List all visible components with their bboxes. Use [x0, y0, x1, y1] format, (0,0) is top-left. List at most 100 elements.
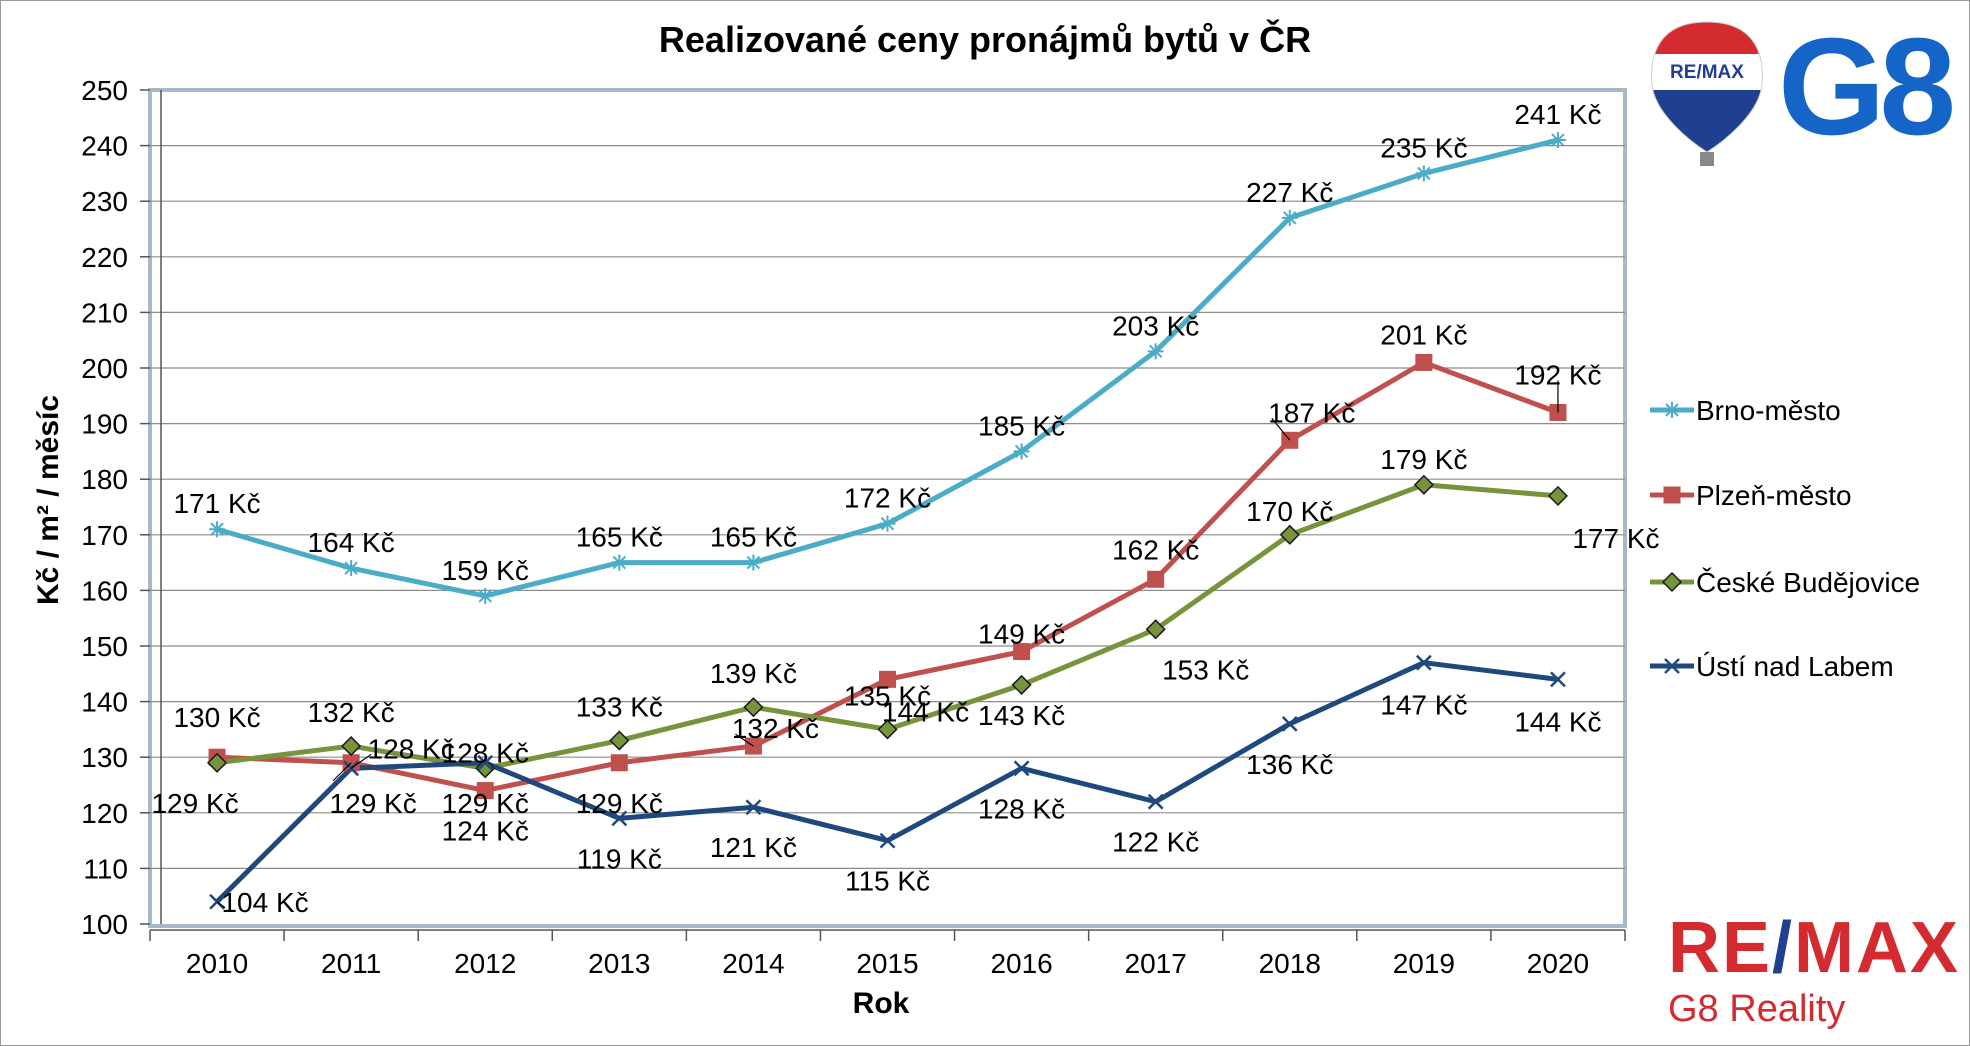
x-tick-label: 2020 [1527, 948, 1589, 979]
data-label: 129 Kč [330, 788, 417, 819]
leader-line [1271, 417, 1291, 441]
diamond-marker [1661, 571, 1683, 593]
data-label: 121 Kč [710, 832, 797, 863]
data-label: 115 Kč [845, 866, 930, 897]
y-tick-label: 130 [81, 742, 128, 773]
diamond-marker [877, 719, 898, 740]
diamond-marker [1279, 524, 1300, 545]
data-label: 203 Kč [1112, 310, 1199, 341]
data-labels: 171 Kč 164 Kč 159 Kč 165 Kč 165 Kč 172 Kč 185 … [151, 99, 1659, 918]
diamond-marker [1413, 474, 1434, 495]
balloon-logo-text: RE/MAX [1670, 62, 1744, 83]
plot-area-border [148, 88, 1627, 928]
y-tick-label: 240 [81, 131, 128, 162]
diamond-marker [475, 758, 496, 779]
asterisk-marker [1664, 402, 1680, 418]
data-label: 144 Kč [1514, 706, 1601, 737]
x-marker [477, 754, 494, 771]
data-label: 147 Kč [1380, 690, 1467, 721]
diamond-marker [1145, 619, 1166, 640]
x-tick-label: 2019 [1393, 948, 1455, 979]
remax-wordmark-max: MAX [1794, 908, 1961, 988]
data-label: 136 Kč [1246, 749, 1333, 780]
data-label: 192 Kč [1514, 359, 1601, 390]
square-marker [1415, 353, 1433, 371]
y-tick-label: 210 [81, 297, 128, 328]
y-axis-title: Kč / m² / měsíc [32, 395, 65, 605]
data-label: 153 Kč [1162, 654, 1249, 685]
data-label: 235 Kč [1380, 132, 1467, 163]
diamond-marker [1011, 674, 1032, 695]
asterisk-marker [343, 560, 360, 577]
data-label: 171 Kč [173, 488, 260, 519]
asterisk-marker [1549, 132, 1566, 149]
x-marker [1664, 658, 1680, 674]
data-label: 124 Kč [442, 816, 529, 847]
asterisk-marker [611, 554, 628, 571]
square-marker [879, 670, 896, 688]
x-tick-label: 2017 [1125, 948, 1187, 979]
legend-item: Ústí nad Labem [1650, 651, 1894, 682]
legend-item: České Budějovice [1650, 567, 1920, 598]
asterisk-marker [879, 515, 896, 532]
x-tick-label: 2015 [856, 948, 918, 979]
diamond-marker [206, 752, 228, 773]
data-label: 129 Kč [442, 788, 529, 819]
data-label: 165 Kč [710, 522, 797, 553]
y-tick-label: 180 [81, 464, 128, 495]
y-tick-label: 110 [83, 853, 128, 884]
x-axis-title: Rok [853, 987, 910, 1020]
data-label: 104 Kč [221, 887, 308, 918]
x-marker [879, 832, 896, 849]
x-marker [611, 810, 628, 827]
x-marker [1550, 671, 1566, 688]
data-label: 187 Kč [1268, 397, 1355, 428]
data-label: 179 Kč [1380, 444, 1467, 475]
leader-line [216, 901, 226, 909]
data-label: 149 Kč [978, 619, 1065, 650]
gridlines [140, 89, 1625, 931]
remax-balloon-logo: RE/MAX [1651, 21, 1763, 166]
data-label: 172 Kč [844, 483, 931, 514]
y-tick-label: 190 [81, 409, 128, 440]
g8-reality-text: G8 Reality [1668, 988, 1846, 1030]
y-tick-label: 200 [81, 353, 128, 384]
data-label: 165 Kč [576, 522, 663, 553]
data-label: 177 Kč [1572, 523, 1659, 554]
legend-label: Brno-město [1696, 395, 1841, 426]
diamond-marker [743, 697, 764, 718]
square-marker [1147, 570, 1165, 588]
data-label: 130 Kč [173, 702, 260, 733]
asterisk-marker [1415, 165, 1432, 182]
series-markers [206, 132, 1569, 910]
asterisk-marker [477, 587, 494, 604]
chart-title: Realizované ceny pronájmů bytů v ČR [659, 18, 1311, 60]
data-label: 128 Kč [368, 733, 455, 764]
x-axis-ticks: 2010 2011 2012 2013 2014 2015 2016 2017 2018 2019… [149, 930, 1626, 979]
data-label: 144 Kč [882, 696, 969, 727]
y-tick-label: 170 [81, 520, 128, 551]
data-label: 128 Kč [978, 793, 1065, 824]
y-tick-label: 250 [81, 75, 128, 106]
data-label: 129 Kč [576, 788, 663, 819]
legend-label: Ústí nad Labem [1696, 651, 1894, 682]
asterisk-marker [1147, 343, 1164, 360]
y-tick-label: 120 [81, 798, 128, 829]
data-label: 135 Kč [844, 680, 931, 711]
x-tick-label: 2014 [722, 948, 784, 979]
x-tick-label: 2018 [1259, 948, 1321, 979]
legend-label: Plzeň-město [1696, 480, 1852, 511]
data-label: 201 Kč [1380, 319, 1467, 350]
data-label: 162 Kč [1112, 534, 1199, 565]
x-tick-label: 2013 [588, 948, 650, 979]
asterisk-marker [745, 554, 762, 571]
remax-wordmark-re: RE [1668, 908, 1773, 988]
x-tick-label: 2016 [990, 948, 1052, 979]
data-label: 133 Kč [576, 692, 663, 723]
remax-wordmark: RE/MAX [1668, 912, 1960, 984]
leader-line [350, 753, 372, 769]
data-label: 143 Kč [978, 700, 1065, 731]
legend-item: Plzeň-město [1650, 480, 1852, 511]
x-tick-label: 2011 [321, 948, 381, 979]
